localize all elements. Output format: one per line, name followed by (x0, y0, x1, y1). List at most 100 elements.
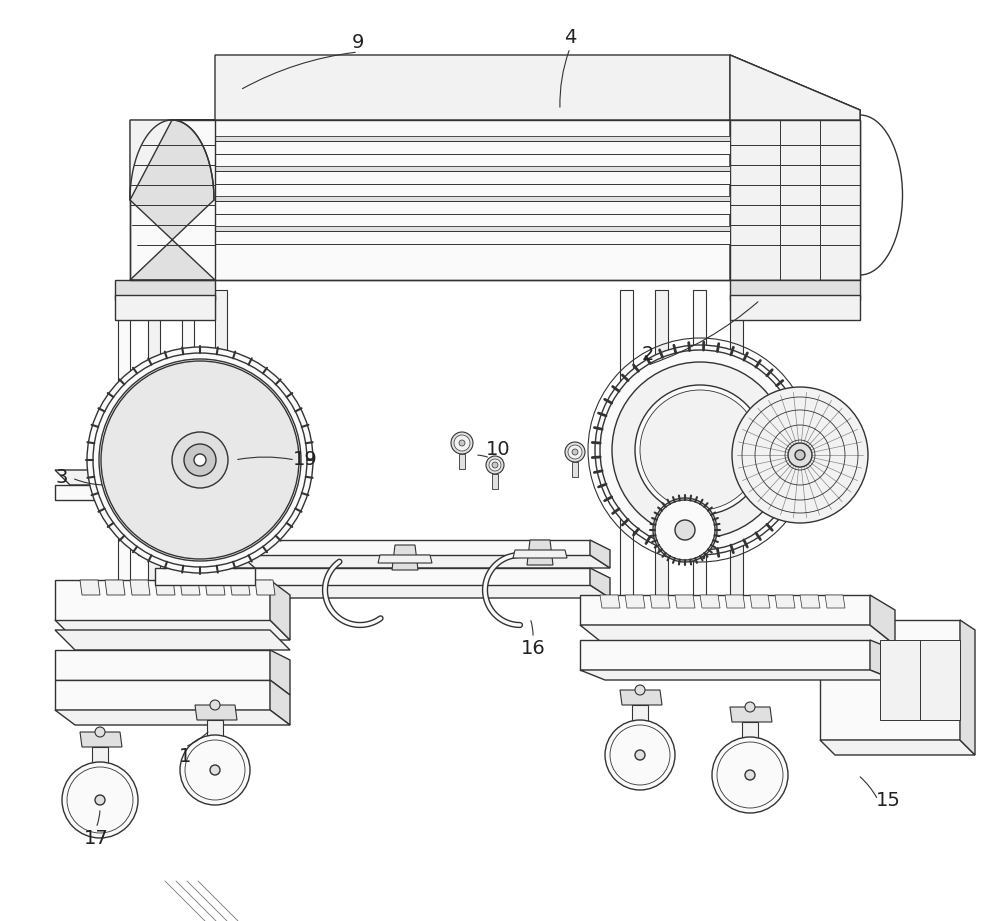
Polygon shape (55, 470, 135, 485)
Polygon shape (195, 705, 237, 720)
Circle shape (712, 737, 788, 813)
Polygon shape (207, 720, 223, 762)
Polygon shape (130, 120, 215, 280)
Circle shape (180, 735, 250, 805)
Polygon shape (155, 568, 255, 585)
Circle shape (565, 442, 585, 462)
Polygon shape (580, 640, 870, 670)
Text: 1: 1 (179, 748, 191, 766)
Polygon shape (215, 226, 730, 231)
Text: 16: 16 (521, 638, 545, 658)
Polygon shape (138, 525, 178, 535)
Polygon shape (55, 630, 290, 650)
Polygon shape (270, 580, 290, 640)
Polygon shape (215, 166, 730, 171)
Polygon shape (182, 290, 194, 620)
Polygon shape (580, 625, 895, 645)
Polygon shape (600, 595, 620, 608)
Circle shape (454, 435, 470, 451)
Text: 2: 2 (642, 345, 654, 365)
Polygon shape (55, 620, 290, 640)
Polygon shape (255, 580, 275, 595)
Polygon shape (632, 705, 648, 747)
Circle shape (745, 702, 755, 712)
Polygon shape (960, 620, 975, 755)
Polygon shape (825, 595, 845, 608)
Polygon shape (800, 595, 820, 608)
Circle shape (595, 345, 805, 555)
Polygon shape (730, 55, 860, 120)
Polygon shape (730, 295, 860, 320)
Polygon shape (215, 196, 730, 201)
Text: 3: 3 (56, 469, 68, 487)
Polygon shape (730, 280, 860, 300)
Polygon shape (215, 141, 730, 154)
Polygon shape (880, 640, 960, 720)
Polygon shape (55, 650, 270, 680)
Text: 9: 9 (352, 33, 364, 52)
Polygon shape (230, 585, 610, 598)
Polygon shape (870, 640, 895, 680)
Polygon shape (270, 650, 290, 695)
Polygon shape (55, 485, 135, 500)
Polygon shape (625, 595, 645, 608)
Polygon shape (80, 732, 122, 747)
Polygon shape (730, 290, 743, 600)
Circle shape (745, 770, 755, 780)
Polygon shape (115, 295, 215, 320)
Polygon shape (590, 540, 610, 568)
Polygon shape (155, 580, 175, 595)
Circle shape (675, 520, 695, 540)
Circle shape (635, 385, 765, 515)
Polygon shape (820, 740, 975, 755)
Circle shape (184, 444, 216, 476)
Text: 4: 4 (564, 29, 576, 48)
Polygon shape (138, 535, 178, 555)
Polygon shape (750, 595, 770, 608)
Circle shape (486, 456, 504, 474)
Polygon shape (130, 580, 150, 595)
Polygon shape (180, 580, 200, 595)
Polygon shape (230, 580, 250, 595)
Polygon shape (590, 568, 610, 598)
Polygon shape (215, 201, 730, 214)
Circle shape (635, 685, 645, 695)
Polygon shape (215, 290, 227, 620)
Polygon shape (730, 120, 860, 280)
Polygon shape (693, 290, 706, 600)
Polygon shape (725, 595, 745, 608)
Polygon shape (92, 747, 108, 792)
Circle shape (489, 459, 501, 471)
Polygon shape (115, 280, 215, 300)
Polygon shape (55, 710, 290, 725)
Polygon shape (230, 568, 590, 585)
Circle shape (572, 449, 578, 455)
Circle shape (210, 765, 220, 775)
Polygon shape (205, 580, 225, 595)
Polygon shape (118, 290, 130, 620)
Circle shape (795, 450, 805, 460)
Polygon shape (527, 540, 553, 565)
Polygon shape (572, 462, 578, 477)
Polygon shape (459, 454, 465, 469)
Circle shape (459, 440, 465, 446)
Circle shape (62, 762, 138, 838)
Circle shape (101, 361, 299, 559)
Circle shape (732, 387, 868, 523)
Polygon shape (130, 120, 860, 280)
Polygon shape (870, 595, 895, 645)
Polygon shape (730, 55, 860, 280)
Circle shape (640, 390, 760, 510)
Polygon shape (730, 707, 772, 722)
Circle shape (605, 720, 675, 790)
Text: 19: 19 (293, 450, 317, 470)
Polygon shape (580, 670, 895, 680)
Text: 10: 10 (486, 440, 510, 460)
Polygon shape (700, 595, 720, 608)
Circle shape (210, 700, 220, 710)
Polygon shape (620, 290, 633, 600)
Polygon shape (230, 540, 590, 555)
Polygon shape (105, 580, 125, 595)
Circle shape (788, 443, 812, 467)
Polygon shape (513, 550, 567, 558)
